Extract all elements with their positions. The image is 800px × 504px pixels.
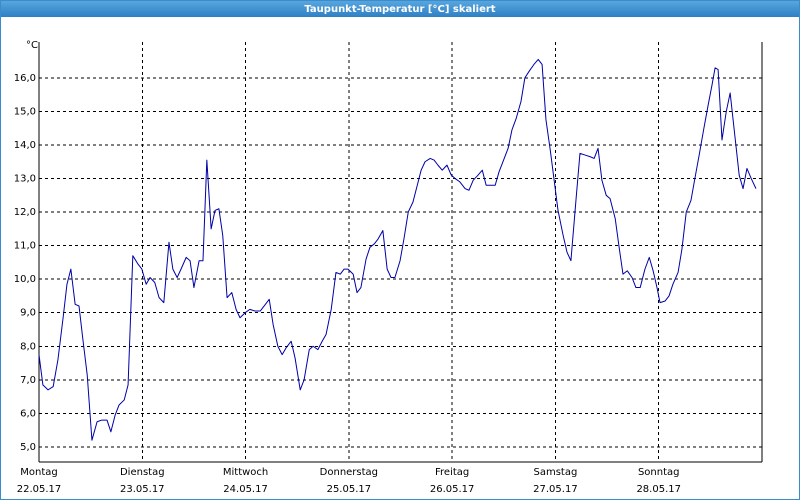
x-tick-label: Mittwoch: [223, 467, 268, 478]
x-tick-label: 25.05.17: [327, 484, 372, 495]
x-tick-label: 27.05.17: [533, 484, 578, 495]
y-tick-label: 7,0: [20, 375, 36, 386]
x-tick-label: Freitag: [435, 467, 469, 478]
y-tick-label: 12,0: [14, 207, 36, 218]
y-tick-label: 9,0: [20, 308, 36, 319]
y-tick-label: 5,0: [20, 442, 36, 453]
x-tick-label: 22.05.17: [17, 484, 62, 495]
y-tick-label: 10,0: [14, 274, 36, 285]
x-tick-label: Montag: [20, 467, 57, 478]
y-tick-label: 8,0: [20, 341, 36, 352]
x-tick-label: Dienstag: [120, 467, 165, 478]
line-series: [38, 58, 757, 441]
chart-title: Taupunkt-Temperatur [°C] skaliert: [304, 4, 495, 15]
x-tick-label: 24.05.17: [223, 484, 268, 495]
x-tick-label: Sonntag: [638, 467, 680, 478]
title-bar: [0, 0, 800, 17]
y-tick-label: 6,0: [20, 408, 36, 419]
y-tick-label: 15,0: [14, 106, 36, 117]
x-tick-label: 28.05.17: [636, 484, 681, 495]
y-tick-label: 14,0: [14, 140, 36, 151]
x-tick-label: Samstag: [534, 467, 578, 478]
y-unit: °C: [26, 40, 38, 51]
x-tick-label: 26.05.17: [430, 484, 475, 495]
x-tick-label: 23.05.17: [120, 484, 165, 495]
y-tick-label: 13,0: [14, 174, 36, 185]
y-tick-label: 11,0: [14, 241, 36, 252]
x-tick-label: Donnerstag: [320, 467, 378, 478]
y-tick-label: 16,0: [14, 73, 36, 84]
